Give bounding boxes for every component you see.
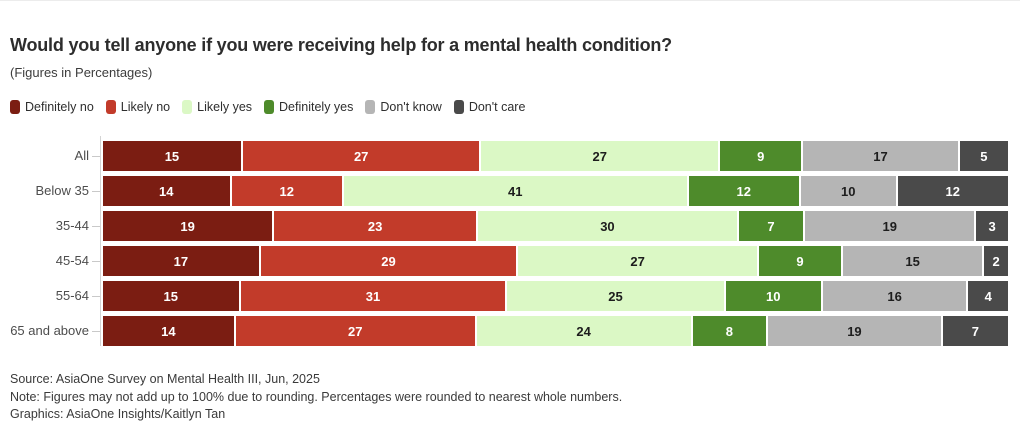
- legend-label: Definitely no: [25, 100, 94, 114]
- legend-swatch-icon: [453, 100, 464, 114]
- chart-title: Would you tell anyone if you were receiv…: [10, 35, 672, 55]
- bar-segment: 30: [478, 211, 737, 241]
- graphics-credit: Graphics: AsiaOne Insights/Kaitlyn Tan: [10, 407, 226, 421]
- note-text: Note: Figures may not add up to 100% due…: [10, 389, 623, 404]
- bar-segment: 15: [843, 246, 983, 276]
- bar-segment: 5: [959, 141, 1009, 171]
- row-label: 55-64: [55, 288, 89, 303]
- legend-label: Don't know: [380, 100, 442, 114]
- bar-segment: 19: [768, 316, 941, 346]
- bar-stack: 14 27 24 8 19 7: [103, 316, 1009, 346]
- bar-segment: 14: [103, 176, 230, 206]
- bar-segment: 29: [260, 246, 517, 276]
- legend-swatch-icon: [10, 100, 20, 114]
- legend-item: Don't care: [453, 100, 526, 114]
- source-text: Source: AsiaOne Survey on Mental Health …: [10, 372, 320, 386]
- legend-swatch-icon: [105, 100, 116, 114]
- bar-segment: 14: [103, 316, 234, 346]
- tick-mark: [92, 330, 100, 332]
- bar-segment: 41: [343, 176, 687, 206]
- bar-row: 35-44 19 23 30 7 19 3: [10, 211, 1008, 241]
- legend-item: Don't know: [365, 100, 442, 114]
- bar-segment: 15: [103, 281, 239, 311]
- legend-item: Likely no: [105, 100, 171, 114]
- bar-segment: 9: [720, 141, 802, 171]
- stacked-bar-chart: All 15 27 27 9 17 5 Below 35 14 12 41 12 10 12 35-44 19…: [10, 136, 1009, 346]
- bar-segment: 9: [759, 246, 842, 276]
- tick-mark: [92, 225, 100, 227]
- legend-label: Likely yes: [197, 100, 253, 114]
- bar-segment: 27: [518, 246, 758, 276]
- bar-segment: 12: [688, 176, 800, 206]
- tick-mark: [92, 295, 100, 297]
- tick-mark: [92, 190, 100, 192]
- bar-segment: 27: [235, 316, 475, 346]
- bar-segment: 27: [481, 141, 719, 171]
- bar-segment: 7: [738, 211, 804, 241]
- y-axis-line: [100, 136, 101, 346]
- bar-row: Below 35 14 12 41 12 10 12: [10, 176, 1008, 206]
- bar-segment: 19: [805, 211, 975, 241]
- bar-segment: 10: [725, 281, 821, 311]
- bar-segment: 2: [984, 246, 1008, 276]
- bar-segment: 15: [103, 141, 241, 171]
- row-label: 45-54: [55, 253, 89, 268]
- chart-subtitle: (Figures in Percentages): [10, 65, 153, 80]
- bar-segment: 12: [897, 176, 1008, 206]
- bar-segment: 17: [103, 246, 259, 276]
- bar-segment: 7: [942, 316, 1009, 346]
- bar-row: 45-54 17 29 27 9 15 2: [10, 246, 1008, 276]
- bar-segment: 19: [103, 211, 273, 241]
- legend-item: Definitely no: [10, 100, 94, 114]
- footer: Source: AsiaOne Survey on Mental Health …: [10, 371, 1008, 424]
- legend: Definitely no Likely no Likely yes Definite…: [10, 100, 1008, 114]
- tick-mark: [92, 260, 100, 262]
- legend-swatch-icon: [365, 100, 376, 114]
- bar-row: 55-64 15 31 25 10 16 4: [10, 281, 1009, 311]
- bar-row: 65 and above 14 27 24 8 19 7: [10, 316, 1009, 346]
- legend-swatch-icon: [264, 100, 275, 114]
- legend-swatch-icon: [182, 100, 193, 114]
- bar-segment: 16: [822, 281, 967, 311]
- legend-label: Don't care: [468, 100, 526, 114]
- legend-label: Likely no: [120, 100, 171, 114]
- tick-mark: [92, 155, 100, 157]
- bar-segment: 10: [801, 176, 896, 206]
- bar-stack: 15 27 27 9 17 5: [103, 141, 1009, 171]
- bar-segment: 12: [231, 176, 342, 206]
- bar-segment: 23: [274, 211, 477, 241]
- bar-segment: 4: [968, 281, 1009, 311]
- bar-segment: 24: [476, 316, 691, 346]
- bar-segment: 25: [507, 281, 724, 311]
- row-label: Below 35: [35, 183, 89, 198]
- row-label: All: [74, 148, 89, 163]
- bar-segment: 3: [976, 211, 1008, 241]
- row-label: 65 and above: [10, 323, 89, 338]
- legend-item: Definitely yes: [264, 100, 353, 114]
- bar-segment: 31: [240, 281, 506, 311]
- bar-segment: 27: [242, 141, 480, 171]
- bar-stack: 14 12 41 12 10 12: [103, 176, 1008, 206]
- bar-segment: 8: [692, 316, 767, 346]
- bar-stack: 19 23 30 7 19 3: [103, 211, 1008, 241]
- bar-stack: 17 29 27 9 15 2: [103, 246, 1008, 276]
- bar-segment: 17: [803, 141, 958, 171]
- bar-row: All 15 27 27 9 17 5: [10, 141, 1009, 171]
- legend-label: Definitely yes: [279, 100, 354, 114]
- row-label: 35-44: [55, 218, 89, 233]
- bar-stack: 15 31 25 10 16 4: [103, 281, 1009, 311]
- legend-item: Likely yes: [182, 100, 252, 114]
